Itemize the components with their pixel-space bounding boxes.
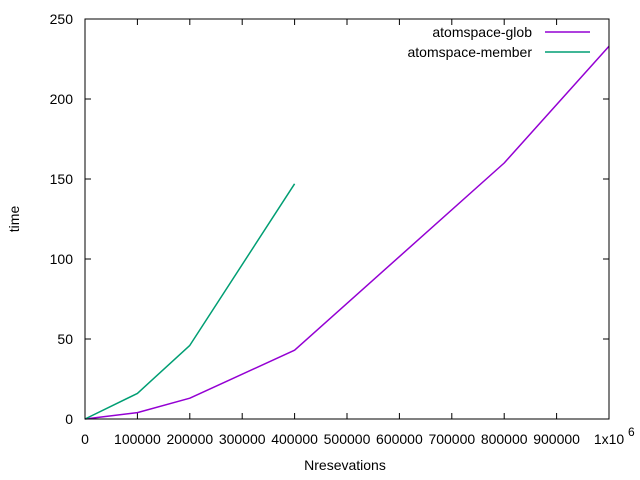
series-line-atomspace-glob (84, 45, 610, 420)
x-tick-label: 0 (81, 431, 89, 447)
x-tick-label: 900000 (533, 431, 580, 447)
x-tick-label: 300000 (219, 431, 266, 447)
labels-layer: 0 50 100 150 200 250 0 100000 200000 300000 400000… (50, 11, 635, 447)
x-tick-label: 200000 (166, 431, 213, 447)
series-line-atomspace-member (84, 183, 296, 420)
x-tick-label: 400000 (271, 431, 318, 447)
x-tick-label: 700000 (428, 431, 475, 447)
x-tick-label: 1x10 (594, 431, 625, 447)
x-tick-label: 500000 (324, 431, 371, 447)
y-tick-label: 50 (57, 331, 73, 347)
legend-label: atomspace-member (408, 44, 533, 60)
plot-frame (84, 18, 610, 420)
legend-label: atomspace-glob (432, 24, 532, 40)
y-tick-label: 0 (65, 411, 73, 427)
ticks-layer (84, 18, 610, 420)
legend: atomspace-glob atomspace-member (408, 24, 590, 60)
x-axis-title: Nresevations (304, 457, 386, 473)
x-tick-exponent: 6 (628, 425, 635, 439)
x-tick-label: 100000 (114, 431, 161, 447)
y-tick-label: 200 (50, 91, 74, 107)
x-tick-label: 600000 (376, 431, 423, 447)
y-tick-label: 150 (50, 171, 74, 187)
y-axis-title: time (6, 206, 22, 233)
y-tick-label: 100 (50, 251, 74, 267)
series-layer (84, 45, 610, 420)
y-tick-label: 250 (50, 11, 74, 27)
x-tick-label: 800000 (481, 431, 528, 447)
